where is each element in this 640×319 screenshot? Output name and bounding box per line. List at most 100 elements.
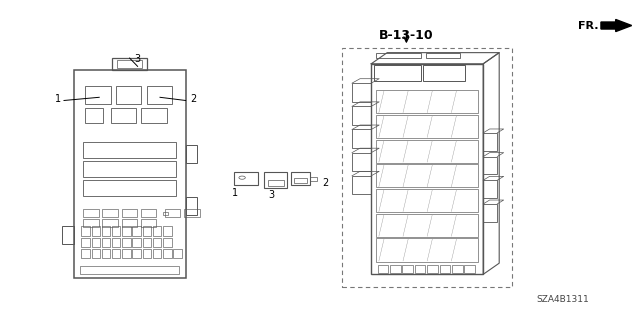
- Text: 3: 3: [268, 189, 275, 200]
- Bar: [122, 209, 137, 218]
- Bar: [371, 64, 483, 274]
- Bar: [483, 157, 497, 174]
- Bar: [415, 265, 426, 273]
- Bar: [376, 238, 478, 262]
- Bar: [163, 238, 172, 247]
- Bar: [310, 177, 317, 181]
- Bar: [81, 249, 90, 258]
- Bar: [81, 238, 90, 247]
- Bar: [234, 172, 258, 185]
- Bar: [352, 176, 371, 194]
- Bar: [163, 249, 172, 258]
- Bar: [83, 142, 176, 158]
- Text: 2: 2: [190, 94, 196, 104]
- Bar: [426, 53, 460, 58]
- Bar: [147, 86, 172, 104]
- Text: B-13-10: B-13-10: [379, 29, 434, 41]
- Bar: [143, 226, 151, 236]
- Bar: [376, 164, 478, 187]
- Bar: [122, 238, 131, 247]
- Bar: [173, 249, 182, 258]
- Bar: [186, 145, 197, 163]
- Text: FR.: FR.: [578, 20, 598, 31]
- Bar: [132, 238, 141, 247]
- Bar: [122, 219, 137, 227]
- Bar: [92, 238, 100, 247]
- Bar: [102, 226, 110, 236]
- FancyArrow shape: [601, 19, 632, 32]
- Bar: [264, 172, 287, 188]
- Bar: [186, 197, 197, 215]
- Bar: [378, 265, 388, 273]
- Text: 2: 2: [322, 178, 328, 189]
- Bar: [163, 226, 172, 236]
- Bar: [374, 65, 422, 81]
- Bar: [165, 209, 180, 218]
- Bar: [143, 249, 151, 258]
- Bar: [376, 115, 478, 138]
- Bar: [102, 219, 118, 227]
- Bar: [423, 65, 465, 81]
- Bar: [294, 178, 307, 183]
- Bar: [376, 139, 478, 163]
- Text: 3: 3: [134, 54, 141, 64]
- Bar: [85, 108, 103, 123]
- Bar: [483, 133, 497, 151]
- Bar: [102, 249, 110, 258]
- Bar: [376, 53, 421, 58]
- Bar: [352, 106, 371, 125]
- Bar: [141, 108, 167, 123]
- Bar: [132, 226, 141, 236]
- Bar: [92, 249, 100, 258]
- Bar: [81, 226, 90, 236]
- Bar: [268, 180, 284, 186]
- Bar: [153, 238, 161, 247]
- Bar: [83, 219, 99, 227]
- Bar: [483, 204, 497, 222]
- Bar: [112, 249, 120, 258]
- Bar: [483, 180, 497, 198]
- Bar: [376, 189, 478, 212]
- Bar: [390, 265, 401, 273]
- Bar: [122, 249, 131, 258]
- Bar: [132, 249, 141, 258]
- Bar: [352, 83, 371, 102]
- Text: 1: 1: [232, 188, 238, 198]
- Bar: [465, 265, 475, 273]
- Bar: [83, 209, 99, 218]
- Bar: [376, 214, 478, 237]
- Bar: [163, 212, 168, 215]
- Bar: [112, 58, 147, 70]
- Bar: [153, 249, 161, 258]
- Bar: [83, 180, 176, 196]
- Bar: [83, 161, 176, 177]
- Bar: [122, 226, 131, 236]
- Bar: [102, 209, 118, 218]
- Bar: [141, 219, 156, 227]
- Bar: [184, 209, 200, 218]
- Bar: [116, 86, 141, 104]
- Bar: [74, 70, 186, 278]
- Bar: [352, 153, 371, 171]
- Bar: [352, 130, 371, 148]
- Bar: [291, 172, 310, 185]
- Bar: [117, 60, 142, 68]
- Bar: [80, 266, 179, 274]
- Text: 1: 1: [54, 94, 61, 104]
- Bar: [153, 226, 161, 236]
- Bar: [102, 238, 110, 247]
- Bar: [85, 86, 111, 104]
- Bar: [112, 226, 120, 236]
- Bar: [62, 226, 74, 244]
- Bar: [92, 226, 100, 236]
- Bar: [440, 265, 450, 273]
- Bar: [111, 108, 136, 123]
- Bar: [143, 238, 151, 247]
- Bar: [112, 238, 120, 247]
- Bar: [452, 265, 463, 273]
- Text: SZA4B1311: SZA4B1311: [537, 295, 589, 304]
- Bar: [141, 209, 156, 218]
- Bar: [342, 48, 512, 287]
- Bar: [403, 265, 413, 273]
- Bar: [376, 90, 478, 113]
